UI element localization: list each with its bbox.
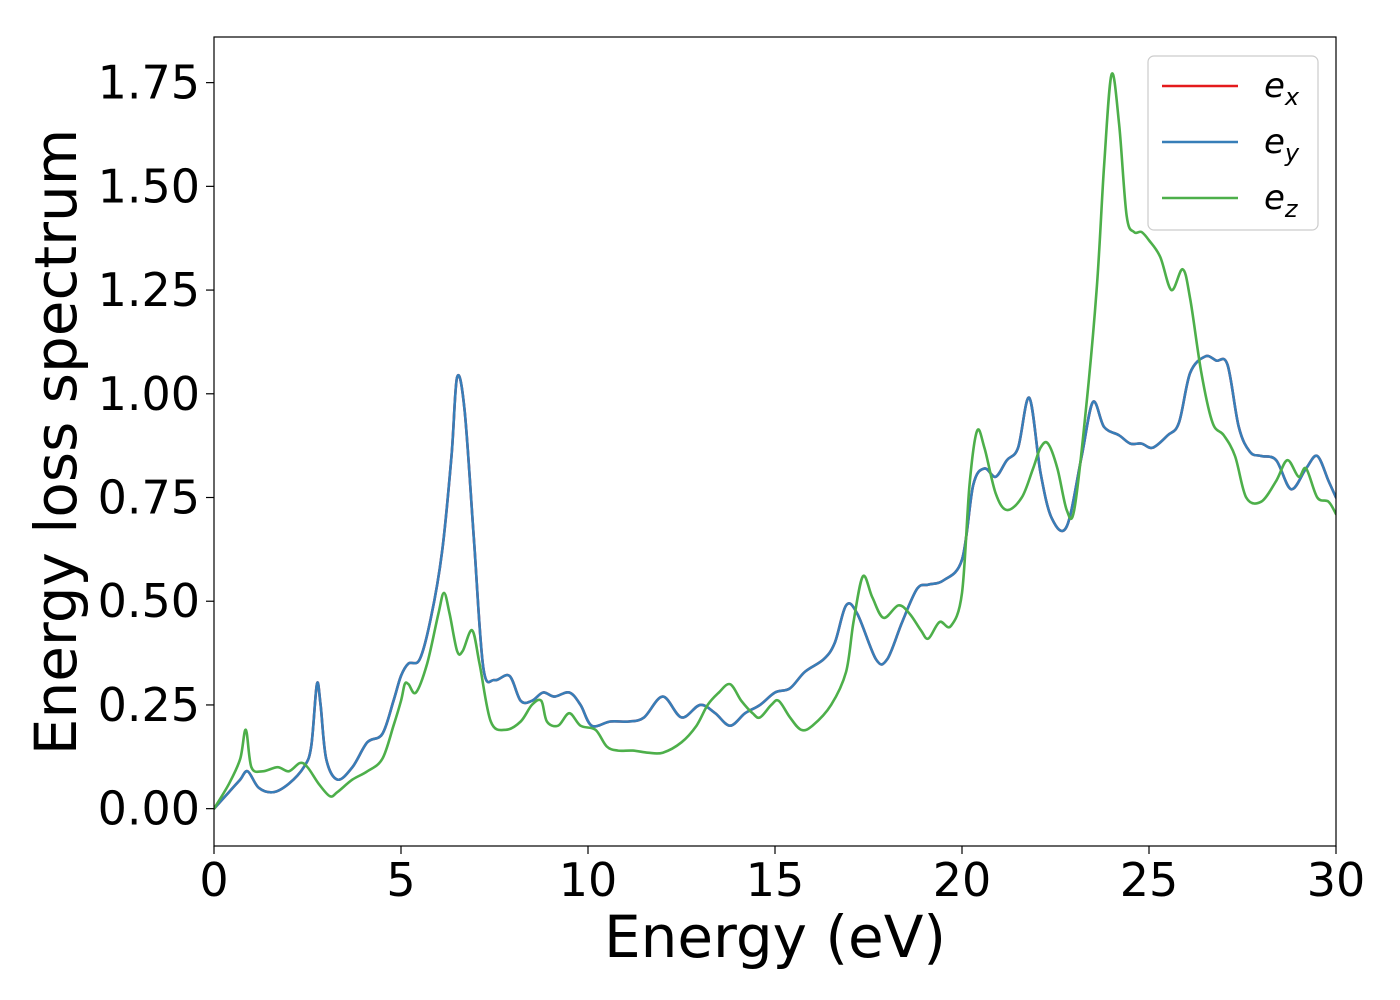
series-line-ey [214, 354, 1336, 810]
x-axis-title: Energy (eV) [604, 903, 946, 971]
y-tick-label: 0.75 [98, 471, 200, 525]
y-tick-label: 0.50 [98, 574, 200, 628]
y-tick-label: 1.00 [98, 367, 200, 421]
y-tick-label: 1.75 [98, 56, 200, 110]
y-tick-label: 0.00 [98, 782, 200, 836]
x-tick-label: 0 [199, 853, 228, 907]
x-tick-label: 10 [559, 853, 618, 907]
legend-label-ex: ex [1264, 66, 1300, 111]
y-tick-label: 1.50 [98, 159, 200, 213]
x-tick-label: 20 [933, 853, 992, 907]
series-line-ez [214, 72, 1336, 810]
x-tick-label: 30 [1307, 853, 1366, 907]
x-tick-label: 5 [386, 853, 415, 907]
y-axis-ticks: 0.00 0.25 0.50 0.75 1.00 1.25 1.50 1.75 [98, 56, 214, 836]
x-tick-label: 25 [1120, 853, 1179, 907]
y-axis-title: Energy loss spectrum [22, 129, 90, 755]
y-tick-label: 0.25 [98, 678, 200, 732]
legend-label-ey: ey [1264, 122, 1300, 167]
y-tick-label: 1.25 [98, 263, 200, 317]
x-tick-label: 15 [746, 853, 805, 907]
legend: ex ey ez [1147, 55, 1319, 231]
x-axis-ticks: 0 5 10 15 20 25 30 [199, 846, 1365, 907]
series-layer [214, 72, 1336, 810]
legend-label-ez: ez [1264, 178, 1299, 223]
